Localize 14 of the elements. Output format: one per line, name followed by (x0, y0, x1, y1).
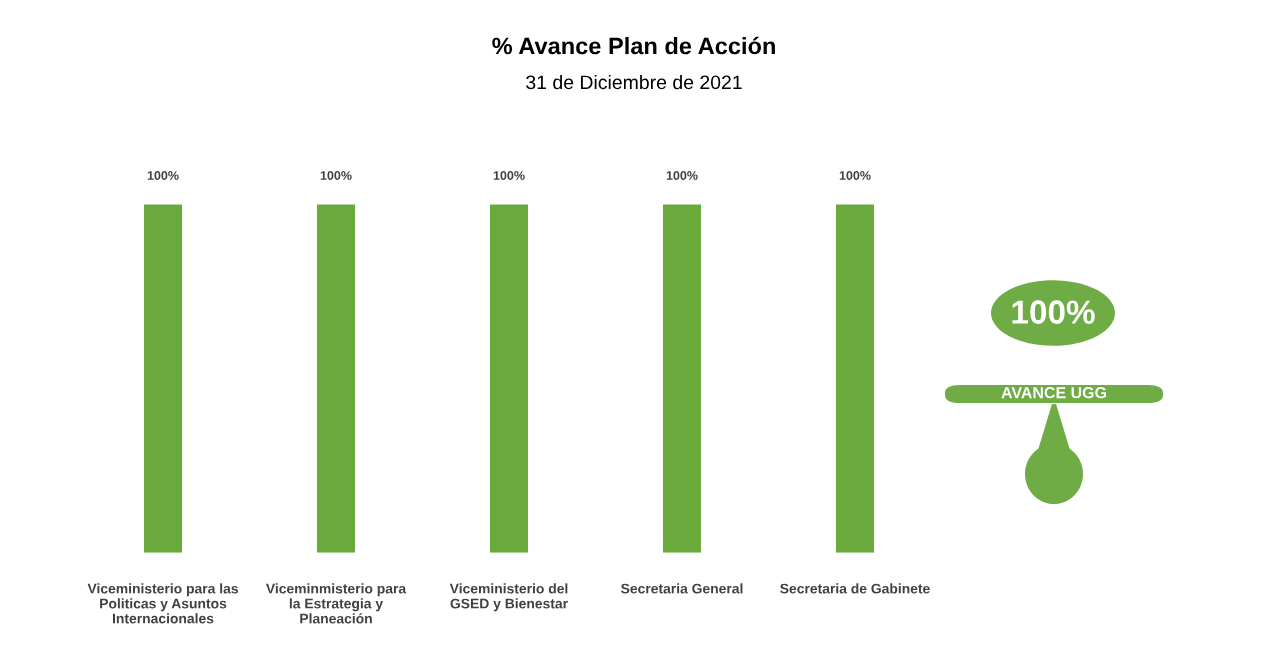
data-label: 100% (839, 171, 871, 180)
data-label: 100% (320, 171, 352, 180)
chart-title: % Avance Plan de Acción (492, 36, 775, 55)
data-label: 100% (666, 171, 698, 180)
text: AVANCE UGG (1001, 386, 1106, 399)
x-tick-label: Viceministerio del GSED y Bienestar (449, 583, 568, 612)
text: 100% (1012, 300, 1095, 324)
x-tick-label: Viceministerio para las Politicas y Asuntos Internacionales (87, 583, 238, 624)
chart-subtitle: 31 de Diciembre de 2021 (526, 74, 742, 90)
x-tick-label: Viceminmisterio para la Estrategia y Planeación (265, 583, 407, 624)
x-tick-label: Secretaria de Gabinete (780, 583, 930, 594)
x-tick-label: Secretaria General (621, 583, 743, 594)
data-label: 100% (147, 171, 179, 180)
data-label: 100% (493, 171, 525, 180)
